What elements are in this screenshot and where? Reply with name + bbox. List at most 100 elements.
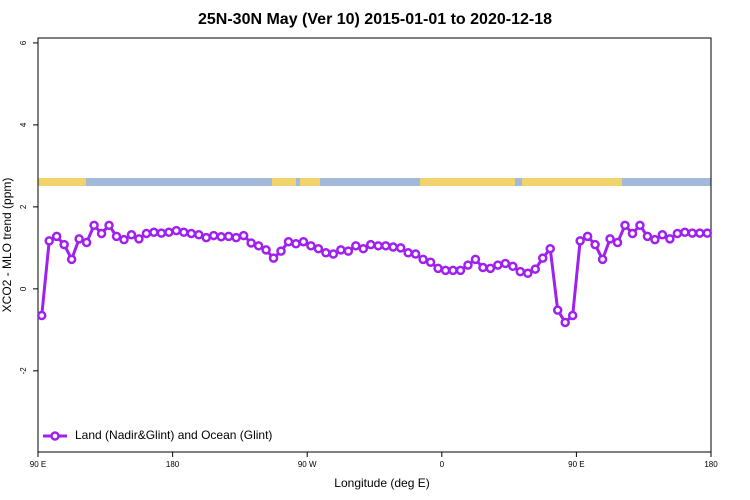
data-point [36, 310, 47, 321]
y-tick-label: -2 [19, 367, 28, 375]
data-point [582, 231, 593, 242]
data-point [283, 236, 294, 247]
data-point [650, 234, 660, 245]
data-point [119, 234, 129, 245]
chart-title: 25N-30N May (Ver 10) 2015-01-01 to 2020-… [198, 11, 552, 28]
data-point [485, 263, 496, 274]
data-point [171, 225, 182, 236]
y-tick-label: 2 [19, 204, 28, 209]
data-point [552, 305, 563, 315]
data-point [470, 254, 481, 265]
data-point [493, 260, 503, 270]
data-point [351, 241, 361, 251]
data-point [179, 227, 189, 238]
data-point [388, 242, 398, 252]
data-point [149, 227, 159, 238]
data-point [605, 234, 615, 244]
data-point [216, 232, 226, 242]
data-point [336, 245, 346, 255]
data-point [425, 257, 436, 267]
data-point [231, 232, 241, 243]
data-point [306, 241, 316, 251]
data-point [134, 234, 144, 244]
data-point [567, 310, 578, 321]
data-point [635, 220, 645, 231]
x-axis-label: Longitude (deg E) [334, 476, 429, 490]
data-point [395, 243, 406, 253]
data-point [321, 248, 331, 258]
data-point [223, 231, 234, 242]
data-point [433, 263, 443, 274]
data-point [687, 228, 698, 238]
data-point [276, 246, 286, 256]
data-point [403, 248, 413, 258]
data-point [201, 232, 211, 243]
data-point [455, 265, 466, 276]
data-point [246, 238, 256, 248]
legend-marker [50, 431, 60, 441]
data-point [104, 220, 114, 231]
data-point [298, 236, 309, 247]
data-point [313, 243, 324, 254]
x-tick-label: 90 E [30, 460, 46, 469]
data-point [695, 228, 705, 238]
data-point [111, 231, 122, 242]
legend-label: Land (Nadir&Glint) and Ocean (Glint) [75, 428, 272, 442]
data-point [463, 260, 473, 270]
data-point [523, 268, 533, 279]
data-point [186, 228, 197, 239]
x-tick-label: 90 W [298, 460, 317, 469]
data-point [44, 236, 54, 246]
data-point [597, 254, 608, 265]
data-point [545, 243, 555, 254]
data-point [238, 230, 249, 241]
data-point [530, 264, 541, 274]
data-point [672, 228, 683, 239]
x-tick-label: 0 [440, 460, 445, 469]
land-ocean-strip [38, 178, 711, 186]
data-point [366, 239, 376, 250]
data-point [702, 228, 713, 238]
data-point [515, 266, 526, 277]
data-point [126, 230, 137, 240]
data-point [657, 230, 668, 240]
data-point [164, 227, 174, 238]
data-point [343, 246, 354, 256]
data-point [665, 234, 675, 244]
data-point [448, 265, 458, 276]
data-point [560, 317, 570, 328]
data-point [291, 239, 301, 249]
data-point [253, 241, 264, 251]
data-point [620, 220, 630, 231]
data-point [208, 230, 219, 241]
data-point [380, 241, 391, 251]
data-point [89, 220, 99, 231]
data-point [66, 254, 77, 265]
data-point [612, 237, 623, 248]
data-point [500, 258, 511, 269]
data-point [590, 239, 600, 250]
data-point [627, 228, 638, 239]
data-point [261, 245, 271, 255]
data-point [478, 262, 488, 273]
data-point [642, 231, 653, 242]
x-tick-label: 180 [166, 460, 180, 469]
y-axis-label: XCO2 - MLO trend (ppm) [0, 178, 14, 313]
x-tick-label: 90 E [568, 460, 584, 469]
data-point [440, 265, 451, 276]
data-point [96, 228, 107, 239]
data-point [418, 254, 428, 265]
data-point [410, 249, 421, 259]
data-point [74, 234, 84, 244]
data-point [328, 249, 339, 259]
y-tick-label: 4 [19, 122, 28, 127]
data-point [194, 230, 204, 240]
data-point [538, 253, 548, 263]
y-tick-label: 6 [19, 40, 28, 45]
y-tick-label: 0 [19, 286, 28, 291]
data-point [268, 253, 279, 263]
data-point [59, 239, 69, 250]
data-point [508, 261, 518, 272]
data-point [156, 228, 167, 238]
